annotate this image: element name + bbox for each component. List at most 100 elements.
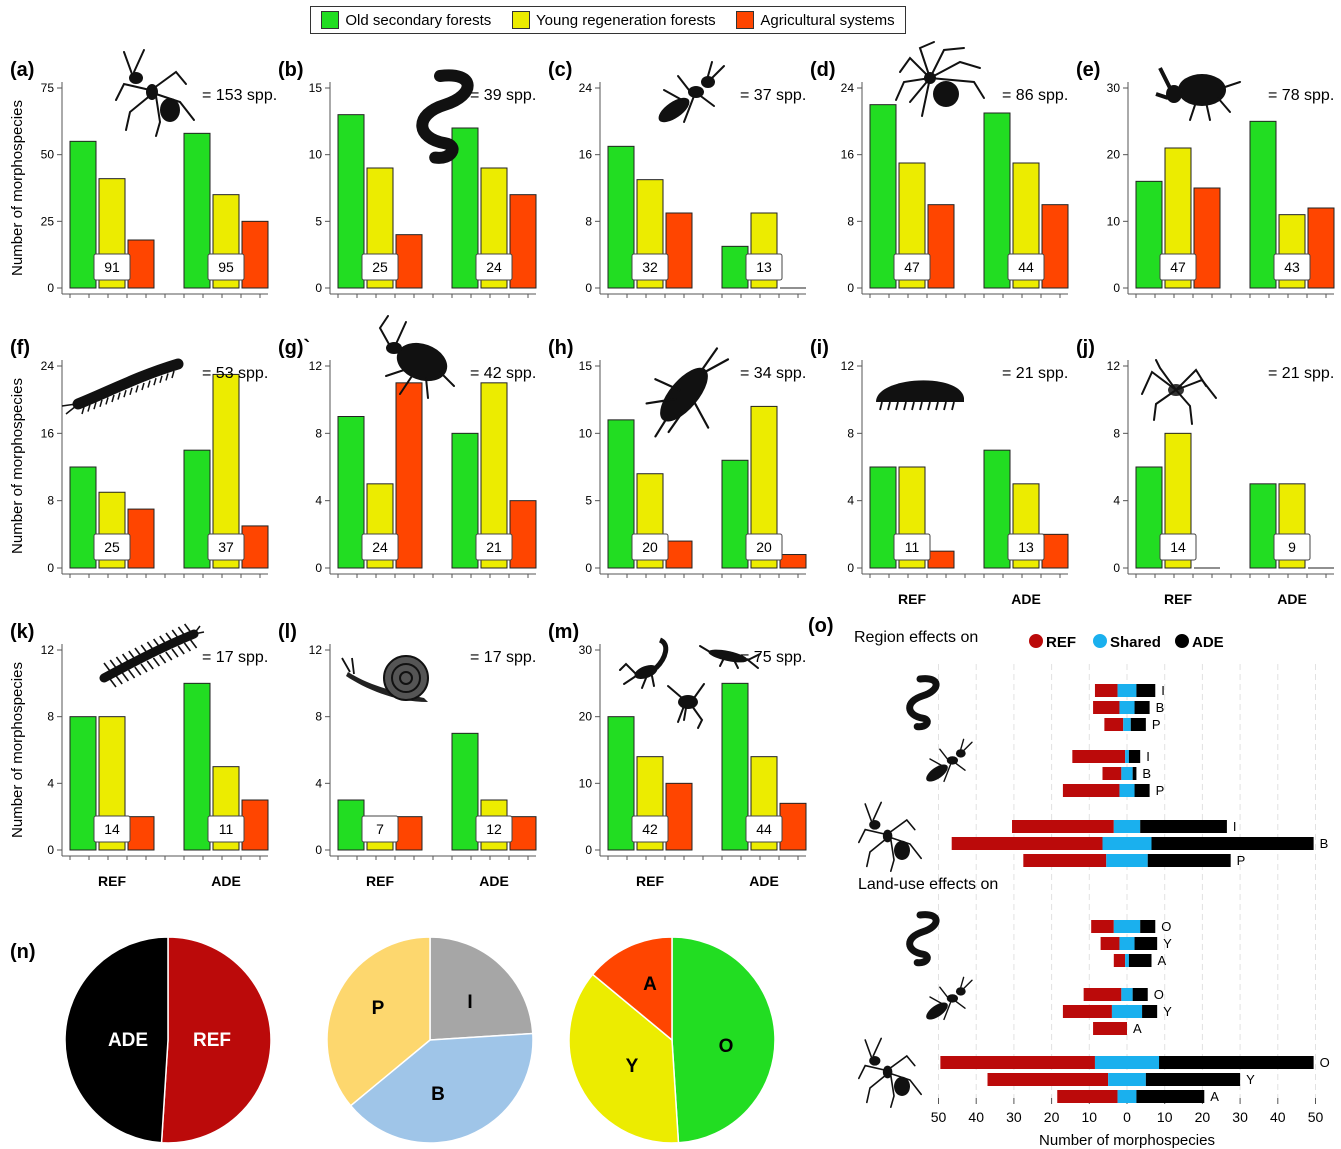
earthworm-icon (416, 69, 474, 164)
icon-abdomen (933, 81, 959, 107)
bar-shared (1108, 1073, 1146, 1086)
count-box-label: 47 (1170, 259, 1186, 275)
icon-leg (115, 656, 130, 682)
x-axis-title: Number of morphospecies (1039, 1132, 1215, 1149)
bar-panel: (c) 0 8 16 24 32 13 = 37 spp. (548, 59, 806, 298)
bar (983, 112, 1011, 289)
icon-body (906, 675, 940, 731)
icon-leg (1205, 101, 1211, 121)
legend-label: Young regeneration forests (536, 11, 716, 29)
count-box (475, 533, 513, 561)
icon-leg (155, 93, 195, 121)
bar-panel: (b) 0 5 10 15 25 24 = 39 spp. (278, 59, 537, 298)
species-count-label: = 78 spp. (1268, 87, 1334, 104)
count-box (745, 253, 783, 281)
icon-body (660, 367, 708, 422)
pie-slice (160, 936, 272, 1144)
pie-slice (326, 936, 431, 1107)
icon-head (955, 749, 966, 758)
count-box (475, 253, 513, 281)
bar (241, 525, 269, 569)
icon-leg (123, 389, 127, 398)
bar (779, 554, 807, 569)
bar-ref (1113, 954, 1126, 967)
icon-leg (141, 382, 145, 391)
species-count-label: = 17 spp. (470, 649, 536, 666)
y-tick-label: 24 (841, 81, 855, 95)
bar-ade (1140, 820, 1227, 833)
y-axis-title: Number of morphospecies (9, 100, 26, 276)
bar (183, 132, 211, 289)
icon-leg (899, 56, 931, 79)
icon-body (396, 342, 448, 382)
icon-leg (929, 996, 944, 1005)
icon-leg (677, 705, 685, 723)
pie-chart: REF ADE (64, 936, 272, 1144)
icon-shell (383, 655, 429, 701)
pie-slice-label: A (643, 974, 657, 995)
bar-shared (1117, 684, 1137, 697)
count-box (1007, 253, 1045, 281)
icon-leg (129, 387, 133, 396)
y-tick-label: 20 (1107, 148, 1121, 162)
bar-ade (1130, 718, 1146, 731)
icon-leg (872, 801, 882, 821)
icon-leg (159, 635, 173, 661)
bar (395, 234, 423, 289)
bar-panel: (i) 0 4 8 12 11 13 = 21 spp. REF ADE (810, 337, 1069, 607)
count-box-label: 42 (642, 821, 658, 837)
beetle-icon (1155, 67, 1241, 121)
y-tick-label: 10 (309, 148, 323, 162)
legend-label: ADE (1192, 634, 1224, 651)
bar (721, 682, 749, 851)
count-box-label: 20 (756, 539, 772, 555)
icon-leg (895, 401, 899, 411)
y-tick-label: 30 (579, 643, 593, 657)
y-tick-label: 0 (47, 281, 54, 295)
x-tick-label: 40 (1270, 1109, 1286, 1125)
region-tick-label: ADE (1011, 591, 1041, 607)
icon-leg (890, 836, 923, 860)
bar-shared (1102, 837, 1152, 850)
panel-label: (f) (10, 337, 30, 359)
count-box (1273, 253, 1311, 281)
count-box (361, 533, 399, 561)
pie-slice-label: Y (626, 1056, 639, 1077)
icon-leg (887, 401, 891, 411)
bar-panel: (e) 0 10 20 30 47 43 = 78 spp. (1076, 59, 1335, 298)
bar (665, 782, 693, 851)
icon-leg (159, 375, 163, 384)
icon-leg (654, 378, 681, 392)
bar-shared (1119, 701, 1135, 714)
pie-chart: O Y A (568, 936, 776, 1144)
icon-leg (865, 836, 889, 868)
bar-ref (951, 837, 1103, 850)
bar (983, 449, 1011, 569)
count-box-label: 9 (1288, 539, 1296, 555)
count-box-label: 11 (219, 821, 234, 837)
region-tick-label: REF (898, 591, 926, 607)
icon-head (129, 72, 143, 84)
icon-leg (623, 675, 637, 685)
icon-leg (153, 70, 187, 89)
legend-dot (1029, 634, 1043, 648)
x-tick-label: 0 (1123, 1109, 1131, 1125)
bar-ref (1100, 937, 1120, 950)
bar (69, 716, 97, 851)
bar-ref (1093, 701, 1120, 714)
row-label: O (1320, 1055, 1330, 1070)
icon-leg (919, 401, 923, 411)
row-label: Y (1163, 936, 1172, 951)
icon-abdomen (926, 1002, 948, 1020)
icon-head (1166, 85, 1182, 103)
row-label: I (1233, 819, 1237, 834)
species-count-label: = 39 spp. (470, 87, 536, 104)
y-tick-label: 0 (585, 561, 592, 575)
icon-leg (677, 75, 693, 95)
icon-leg (128, 650, 142, 676)
y-axis-title: Number of morphospecies (9, 662, 26, 838)
icon-leg (439, 371, 455, 387)
y-tick-label: 0 (315, 281, 322, 295)
bar (869, 466, 897, 569)
icon-leg (747, 653, 761, 669)
